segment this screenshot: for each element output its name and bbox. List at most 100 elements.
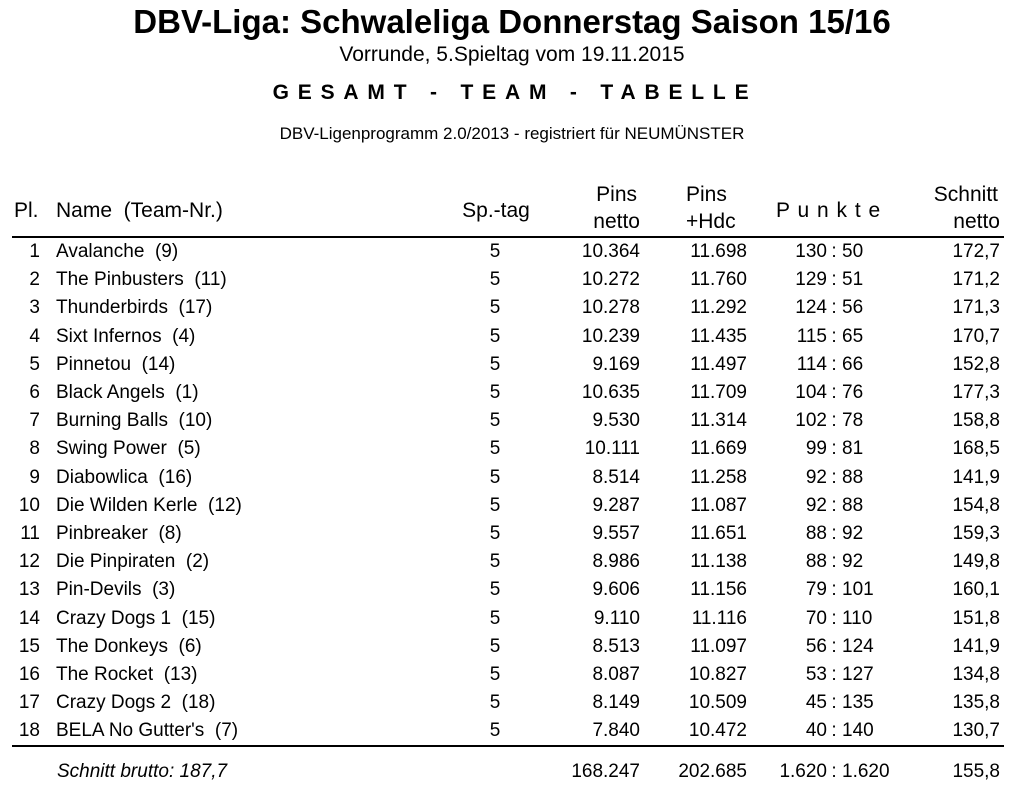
row-punkte-colon: :: [831, 297, 837, 319]
row-punkte-for: 130: [795, 241, 827, 262]
header-pl: Pl.: [14, 199, 39, 222]
row-place: 7: [29, 410, 40, 432]
row-pins-hdc: 11.669: [690, 438, 747, 460]
table-row: 7 Burning Balls (10) 5 9.530 11.314 102:78 158…: [0, 407, 1024, 435]
row-spieltag: 5: [489, 692, 501, 714]
row-team-name: Crazy Dogs 2 (18): [56, 692, 216, 714]
table-row: 8 Swing Power (5) 5 10.111 11.669 99:81 168,5: [0, 435, 1024, 463]
row-pins-netto: 10.278: [581, 297, 640, 319]
row-schnitt-netto: 158,8: [952, 410, 1000, 432]
row-punkte-colon: :: [831, 325, 837, 347]
row-pins-netto: 8.513: [592, 635, 640, 657]
row-schnitt-netto: 151,8: [952, 607, 1000, 629]
row-spieltag: 5: [489, 382, 501, 403]
row-punkte-for: 124: [795, 297, 827, 319]
row-punkte-colon: :: [831, 269, 837, 291]
row-pins-hdc: 11.097: [690, 635, 747, 657]
table-row: 10 Die Wilden Kerle (12) 5 9.287 11.087 92:88…: [0, 492, 1024, 520]
row-punkte-against: 56: [842, 297, 864, 319]
row-punkte-colon: :: [831, 410, 837, 432]
row-spieltag: 5: [489, 494, 501, 516]
header-schnitt-bottom: netto: [953, 210, 1000, 233]
row-schnitt-netto: 154,8: [952, 494, 1000, 516]
row-punkte-for: 88: [805, 523, 827, 544]
row-punkte-for: 53: [805, 664, 827, 685]
footer-punkte-against: 1.620: [842, 761, 890, 782]
row-team-name: Pinnetou (14): [56, 353, 176, 375]
row-place: 13: [18, 579, 40, 601]
row-pins-hdc: 10.472: [688, 720, 747, 742]
row-punkte-against: 66: [842, 353, 864, 375]
row-punkte-for: 79: [805, 579, 827, 601]
row-pins-netto: 8.514: [592, 466, 640, 488]
table-heading: GESAMT - TEAM - TABELLE: [272, 81, 758, 104]
row-pins-netto: 9.557: [592, 523, 640, 544]
program-note: DBV-Ligenprogramm 2.0/2013 - registriert…: [279, 124, 745, 143]
row-pins-hdc: 11.087: [690, 494, 747, 516]
row-team-name: Avalanche (9): [56, 241, 179, 262]
row-schnitt-netto: 160,1: [952, 579, 1000, 601]
row-punkte-against: 110: [842, 607, 873, 629]
row-pins-netto: 9.606: [592, 579, 640, 601]
row-schnitt-netto: 172,7: [952, 241, 1000, 262]
row-team-name: Pin-Devils (3): [56, 579, 176, 601]
row-schnitt-netto: 141,9: [952, 635, 1000, 657]
row-place: 15: [18, 635, 40, 657]
row-punkte-for: 40: [805, 720, 827, 742]
row-punkte-for: 102: [795, 410, 827, 432]
row-punkte-for: 56: [805, 635, 827, 657]
row-spieltag: 5: [489, 664, 501, 685]
row-pins-hdc: 11.651: [690, 523, 747, 544]
row-place: 4: [29, 325, 40, 347]
row-place: 3: [29, 297, 40, 319]
row-team-name: The Pinbusters (11): [56, 269, 227, 291]
row-team-name: Crazy Dogs 1 (15): [56, 607, 216, 629]
row-punkte-colon: :: [831, 241, 837, 262]
table-row: 6 Black Angels (1) 5 10.635 11.709 104:76 177,…: [0, 379, 1024, 407]
row-team-name: Die Pinpiraten (2): [56, 551, 210, 573]
row-spieltag: 5: [489, 607, 501, 629]
row-pins-netto: 9.110: [593, 607, 640, 629]
row-place: 5: [29, 353, 40, 375]
row-pins-hdc: 11.760: [690, 269, 747, 291]
table-row: 17 Crazy Dogs 2 (18) 5 8.149 10.509 45:135 135…: [0, 689, 1024, 717]
row-pins-netto: 8.149: [592, 692, 640, 714]
row-pins-netto: 9.287: [592, 494, 640, 516]
footer-pins-netto: 168.247: [571, 761, 640, 782]
row-spieltag: 5: [489, 353, 501, 375]
row-punkte-against: 127: [842, 664, 874, 685]
row-pins-netto: 7.840: [592, 720, 640, 742]
table-row: 3 Thunderbirds (17) 5 10.278 11.292 124:56 171…: [0, 294, 1024, 322]
row-spieltag: 5: [489, 410, 501, 432]
row-schnitt-netto: 168,5: [952, 438, 1000, 460]
row-spieltag: 5: [489, 325, 501, 347]
row-punkte-against: 65: [842, 325, 864, 347]
row-spieltag: 5: [489, 523, 501, 544]
table-row: 12 Die Pinpiraten (2) 5 8.986 11.138 88:92 149…: [0, 548, 1024, 576]
footer-rule: [12, 745, 1004, 747]
row-punkte-for: 92: [805, 494, 827, 516]
row-place: 11: [20, 523, 40, 544]
row-punkte-against: 76: [842, 382, 864, 403]
row-team-name: Thunderbirds (17): [56, 297, 213, 319]
footer-punkte-colon: :: [831, 761, 837, 782]
row-punkte-against: 88: [842, 494, 864, 516]
row-spieltag: 5: [489, 297, 501, 319]
row-punkte-colon: :: [831, 635, 837, 657]
row-punkte-for: 104: [795, 382, 827, 403]
row-place: 16: [18, 664, 40, 685]
row-punkte-against: 51: [842, 269, 864, 291]
row-pins-netto: 10.111: [584, 438, 640, 460]
page-subtitle: Vorrunde, 5.Spieltag vom 19.11.2015: [339, 43, 685, 66]
header-rule: [12, 236, 1004, 238]
row-pins-netto: 10.272: [581, 269, 640, 291]
row-pins-hdc: 11.314: [690, 410, 747, 432]
row-spieltag: 5: [489, 720, 501, 742]
row-schnitt-netto: 141,9: [952, 466, 1000, 488]
table-row: 5 Pinnetou (14) 5 9.169 11.497 114:66 152,8: [0, 351, 1024, 379]
table-row: 14 Crazy Dogs 1 (15) 5 9.110 11.116 70:110 151…: [0, 605, 1024, 633]
row-pins-hdc: 11.435: [690, 325, 747, 347]
table-row: 4 Sixt Infernos (4) 5 10.239 11.435 115:65 170…: [0, 323, 1024, 351]
table-row: 18 BELA No Gutter's (7) 5 7.840 10.472 40:140…: [0, 717, 1024, 745]
row-punkte-colon: :: [831, 551, 837, 573]
